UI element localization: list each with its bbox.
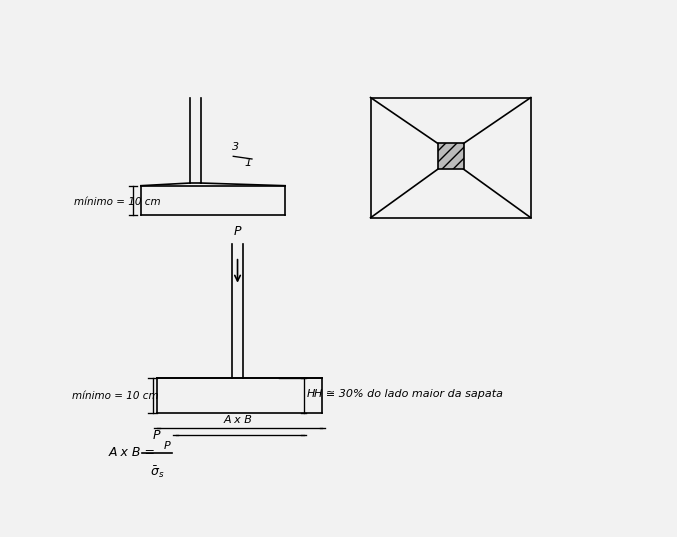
Text: A x B =: A x B =	[109, 446, 160, 459]
Text: H: H	[307, 389, 315, 399]
Text: $\bar{\sigma}_s$: $\bar{\sigma}_s$	[150, 465, 164, 480]
Text: P: P	[234, 224, 241, 237]
Text: P: P	[153, 429, 160, 442]
Text: P: P	[163, 440, 170, 451]
Text: mínimo = 10 cm: mínimo = 10 cm	[72, 390, 159, 401]
Text: 3: 3	[232, 142, 240, 151]
Text: H ≅ 30% do lado maior da sapata: H ≅ 30% do lado maior da sapata	[314, 389, 504, 399]
Polygon shape	[438, 143, 464, 169]
Text: mínimo = 10 cm: mínimo = 10 cm	[74, 197, 160, 207]
Text: 1: 1	[244, 158, 251, 168]
Text: A x B: A x B	[223, 415, 253, 425]
